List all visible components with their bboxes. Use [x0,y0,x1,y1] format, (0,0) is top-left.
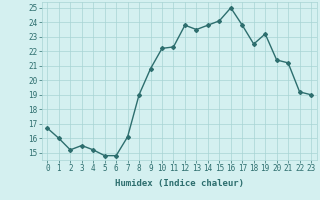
X-axis label: Humidex (Indice chaleur): Humidex (Indice chaleur) [115,179,244,188]
